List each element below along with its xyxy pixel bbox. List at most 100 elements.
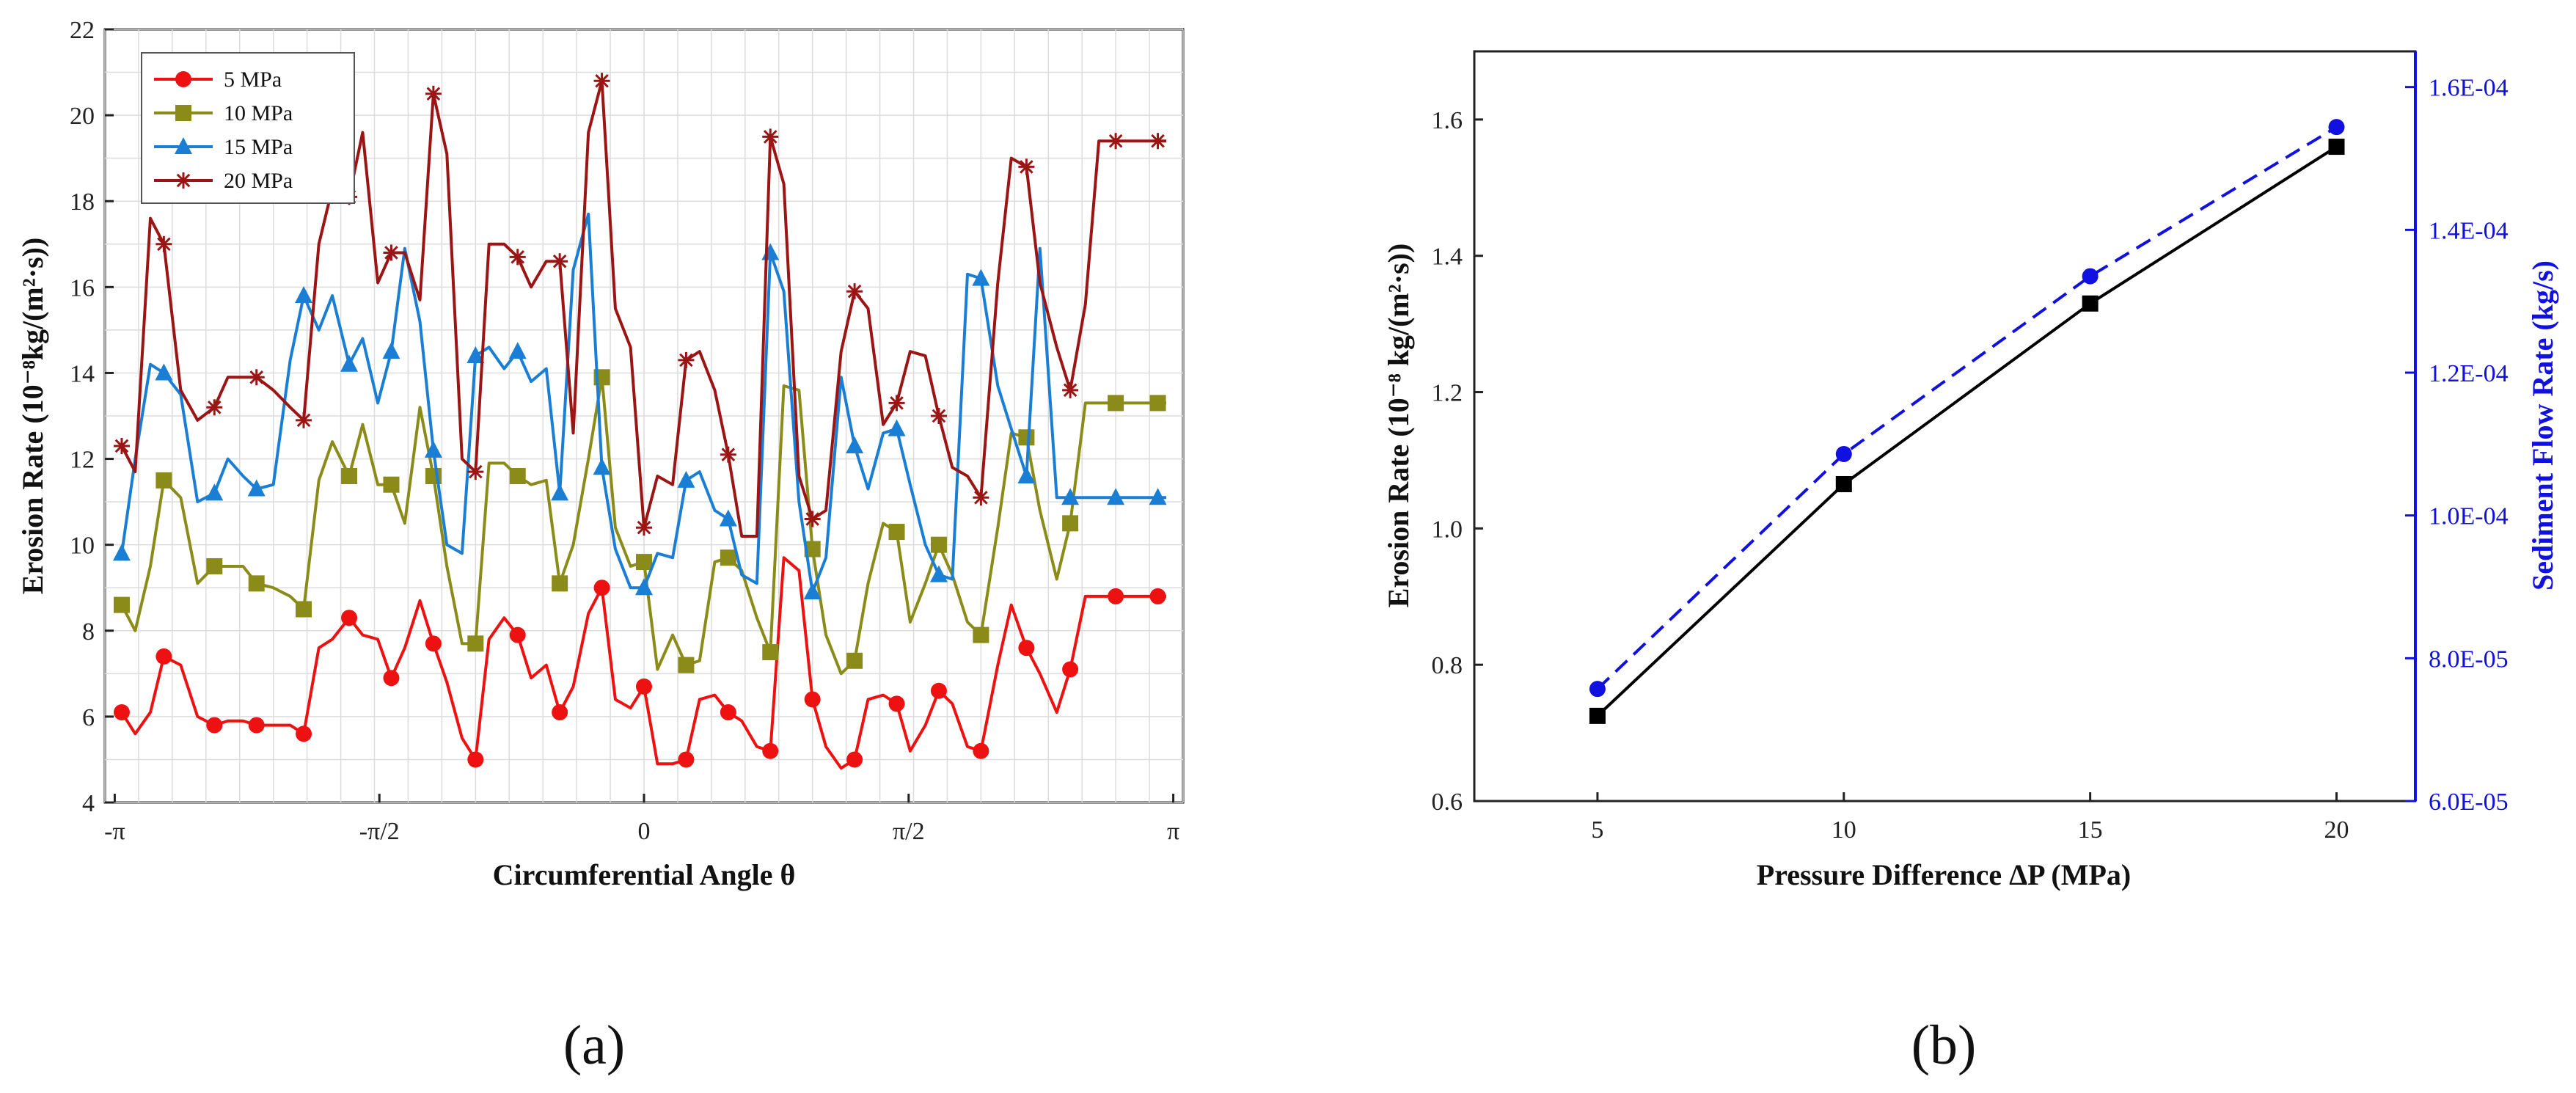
panel-label-a: (a) xyxy=(563,1015,625,1076)
chart-a-data-point xyxy=(846,283,863,300)
chart-a-data-point xyxy=(341,467,358,484)
chart-a-x-tick-label: 0 xyxy=(638,818,651,845)
chart-a-data-point-stroke xyxy=(511,250,525,264)
chart-a-data-point xyxy=(425,635,442,652)
chart-a-x-axis-label: Circumferential Angle θ xyxy=(493,858,796,891)
chart-a-data-point xyxy=(1108,588,1124,604)
chart-a-data-point-stroke xyxy=(552,254,567,268)
chart-a-data-point xyxy=(720,446,736,463)
chart-a-data-point xyxy=(155,363,173,381)
chart-a-data-point xyxy=(509,626,526,643)
chart-a-data-point-stroke xyxy=(249,370,264,384)
chart-a-data-point xyxy=(930,682,947,699)
chart-b-y-left-ticks: 0.6 0.8 1.0 1.2 1.4 1.6 xyxy=(1432,107,1483,816)
chart-a-data-point xyxy=(205,483,224,501)
chart-a-data-point xyxy=(593,73,610,89)
chart-b-x-tick-label: 15 xyxy=(2078,816,2103,844)
chart-a-data-point xyxy=(803,582,822,600)
chart-b-y-right-tick-label: 1.4E-04 xyxy=(2429,217,2509,244)
chart-a-data-point xyxy=(678,657,695,673)
chart-a-y-tick-label: 20 xyxy=(70,103,95,130)
chart-a-y-axis-label: Erosion Rate (10⁻⁸kg/(m²·s)) xyxy=(16,238,49,595)
chart-a-data-point xyxy=(678,351,695,368)
chart-a-data-point xyxy=(929,565,948,582)
chart-a-data-point xyxy=(467,464,484,480)
chart-b-data-point xyxy=(2082,268,2099,285)
chart-b-x-tick-label: 5 xyxy=(1591,816,1603,844)
chart-a-data-point xyxy=(467,751,484,768)
chart-a-legend-marker-stroke xyxy=(176,173,191,188)
chart-a-y-tick-label: 4 xyxy=(82,790,95,817)
chart-a-y-tick-label: 6 xyxy=(82,704,95,731)
chart-a-data-point xyxy=(930,536,947,553)
chart-a-data-point xyxy=(508,342,527,359)
chart-a-data-point xyxy=(552,704,568,721)
chart-a-data-point xyxy=(1062,515,1079,532)
chart-a-data-point xyxy=(1062,381,1079,398)
chart-a-data-point xyxy=(1149,133,1166,150)
chart-a-data-point xyxy=(1018,640,1035,657)
chart-a-data-point xyxy=(247,479,266,497)
chart-a-y-tick-label: 10 xyxy=(70,533,95,560)
chart-a-x-ticks: -π -π/2 0 π/2 π xyxy=(104,794,1179,845)
chart-a-data-point xyxy=(888,524,905,541)
chart-a-data-point xyxy=(1108,395,1124,412)
chart-a-data-point xyxy=(206,399,223,416)
chart-a-data-point-stroke xyxy=(1108,134,1123,148)
chart-a-data-point xyxy=(593,458,611,475)
chart-a-data-point-stroke xyxy=(890,396,904,410)
chart-a-data-point xyxy=(762,128,779,145)
chart-a-y-tick-label: 16 xyxy=(70,274,95,301)
chart-a-legend-label: 10 MPa xyxy=(224,101,293,125)
chart-b-data-point xyxy=(1835,475,1852,492)
chart-a-data-point xyxy=(425,85,442,102)
chart-a-legend: 5 MPa 10 MPa 15 MPa 20 MPa xyxy=(141,52,355,204)
chart-a-data-point xyxy=(846,436,864,453)
chart-a-data-point xyxy=(720,704,736,721)
chart-a-data-point-stroke xyxy=(1020,160,1033,174)
chart-a-y-ticks: 4 6 8 10 12 14 16 18 20 22 xyxy=(70,17,114,817)
chart-a-data-point xyxy=(762,742,779,759)
chart-b-series-line xyxy=(1596,125,2338,690)
chart-a-data-point xyxy=(155,648,172,665)
chart-a-data-point xyxy=(1018,429,1035,446)
chart-b-y-right-tick-label: 1.6E-04 xyxy=(2429,75,2509,102)
chart-a-series-line xyxy=(120,79,1167,538)
chart-a-data-point-stroke xyxy=(847,284,862,299)
chart-a-data-point xyxy=(678,751,695,768)
chart-b-data-point xyxy=(1589,681,1606,698)
chart-a-data-point xyxy=(762,644,779,661)
chart-a-x-tick-label: -π/2 xyxy=(359,818,400,845)
chart-a-x-tick-label: π/2 xyxy=(893,818,925,845)
chart-a-data-point-stroke xyxy=(1151,134,1165,148)
chart-a-y-tick-label: 22 xyxy=(70,17,95,44)
chart-a-data-point xyxy=(636,519,652,536)
chart-a-data-point xyxy=(846,751,863,768)
chart-a-data-point xyxy=(509,467,526,484)
chart-a-data-point xyxy=(382,342,400,359)
chart-b-y-left-tick-label: 1.4 xyxy=(1432,244,1463,271)
chart-a-data-point-stroke xyxy=(1063,383,1077,398)
chart-a-data-point xyxy=(1061,488,1080,505)
chart-a-data-point-stroke xyxy=(114,439,129,453)
chart-a-data-point-stroke xyxy=(679,353,693,368)
chart-a-data-point xyxy=(551,483,569,501)
chart-a-data-point xyxy=(155,472,172,489)
chart-a-data-point xyxy=(635,578,653,596)
chart-a-data-point xyxy=(804,691,821,708)
chart-a-data-point-stroke xyxy=(595,73,609,88)
chart-a-data-point xyxy=(719,509,737,527)
chart-a-data-point-stroke xyxy=(157,237,171,252)
chart-a-data-point-stroke xyxy=(296,413,311,428)
chart-a-x-tick-label: π xyxy=(1167,818,1179,845)
chart-a-data-point xyxy=(112,544,131,561)
chart-b-series xyxy=(1589,119,2345,724)
chart-a-data-point xyxy=(804,541,821,558)
chart-a-data-point xyxy=(296,601,312,618)
chart-a-data-point xyxy=(1062,661,1079,678)
chart-b-y-right-axis-label: Sediment Flow Rate (kg/s) xyxy=(2526,260,2559,591)
chart-b-data-point xyxy=(2328,139,2345,156)
chart-b-series-line xyxy=(1596,145,2338,717)
chart-a-legend-marker xyxy=(175,137,192,154)
chart-a-data-point xyxy=(593,580,610,596)
